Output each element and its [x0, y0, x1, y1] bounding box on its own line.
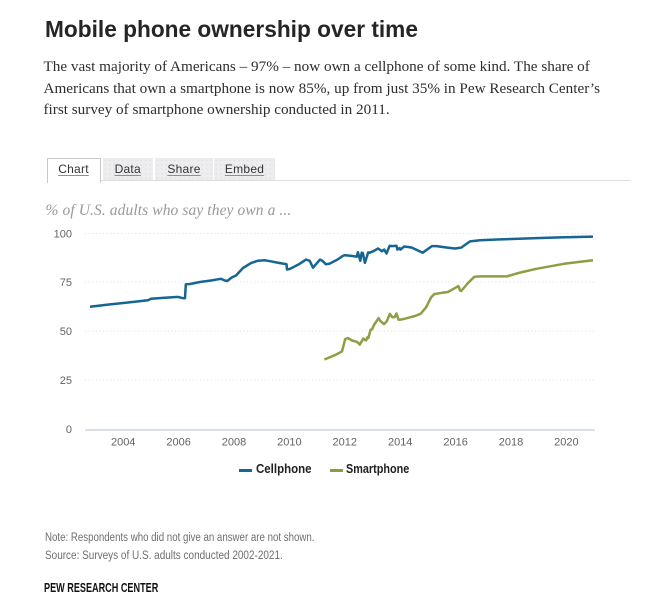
svg-text:50: 50 — [60, 326, 72, 338]
svg-text:75: 75 — [60, 277, 72, 289]
svg-text:2016: 2016 — [443, 437, 467, 449]
svg-text:2004: 2004 — [111, 437, 135, 449]
svg-text:25: 25 — [60, 375, 72, 387]
svg-text:2020: 2020 — [554, 437, 578, 449]
svg-text:2018: 2018 — [499, 437, 523, 449]
svg-text:2014: 2014 — [388, 437, 412, 449]
svg-text:0: 0 — [66, 424, 72, 436]
svg-text:2010: 2010 — [277, 437, 301, 449]
svg-text:2008: 2008 — [222, 437, 246, 449]
svg-text:2012: 2012 — [333, 437, 357, 449]
svg-text:100: 100 — [54, 229, 72, 241]
svg-text:2006: 2006 — [166, 437, 190, 449]
